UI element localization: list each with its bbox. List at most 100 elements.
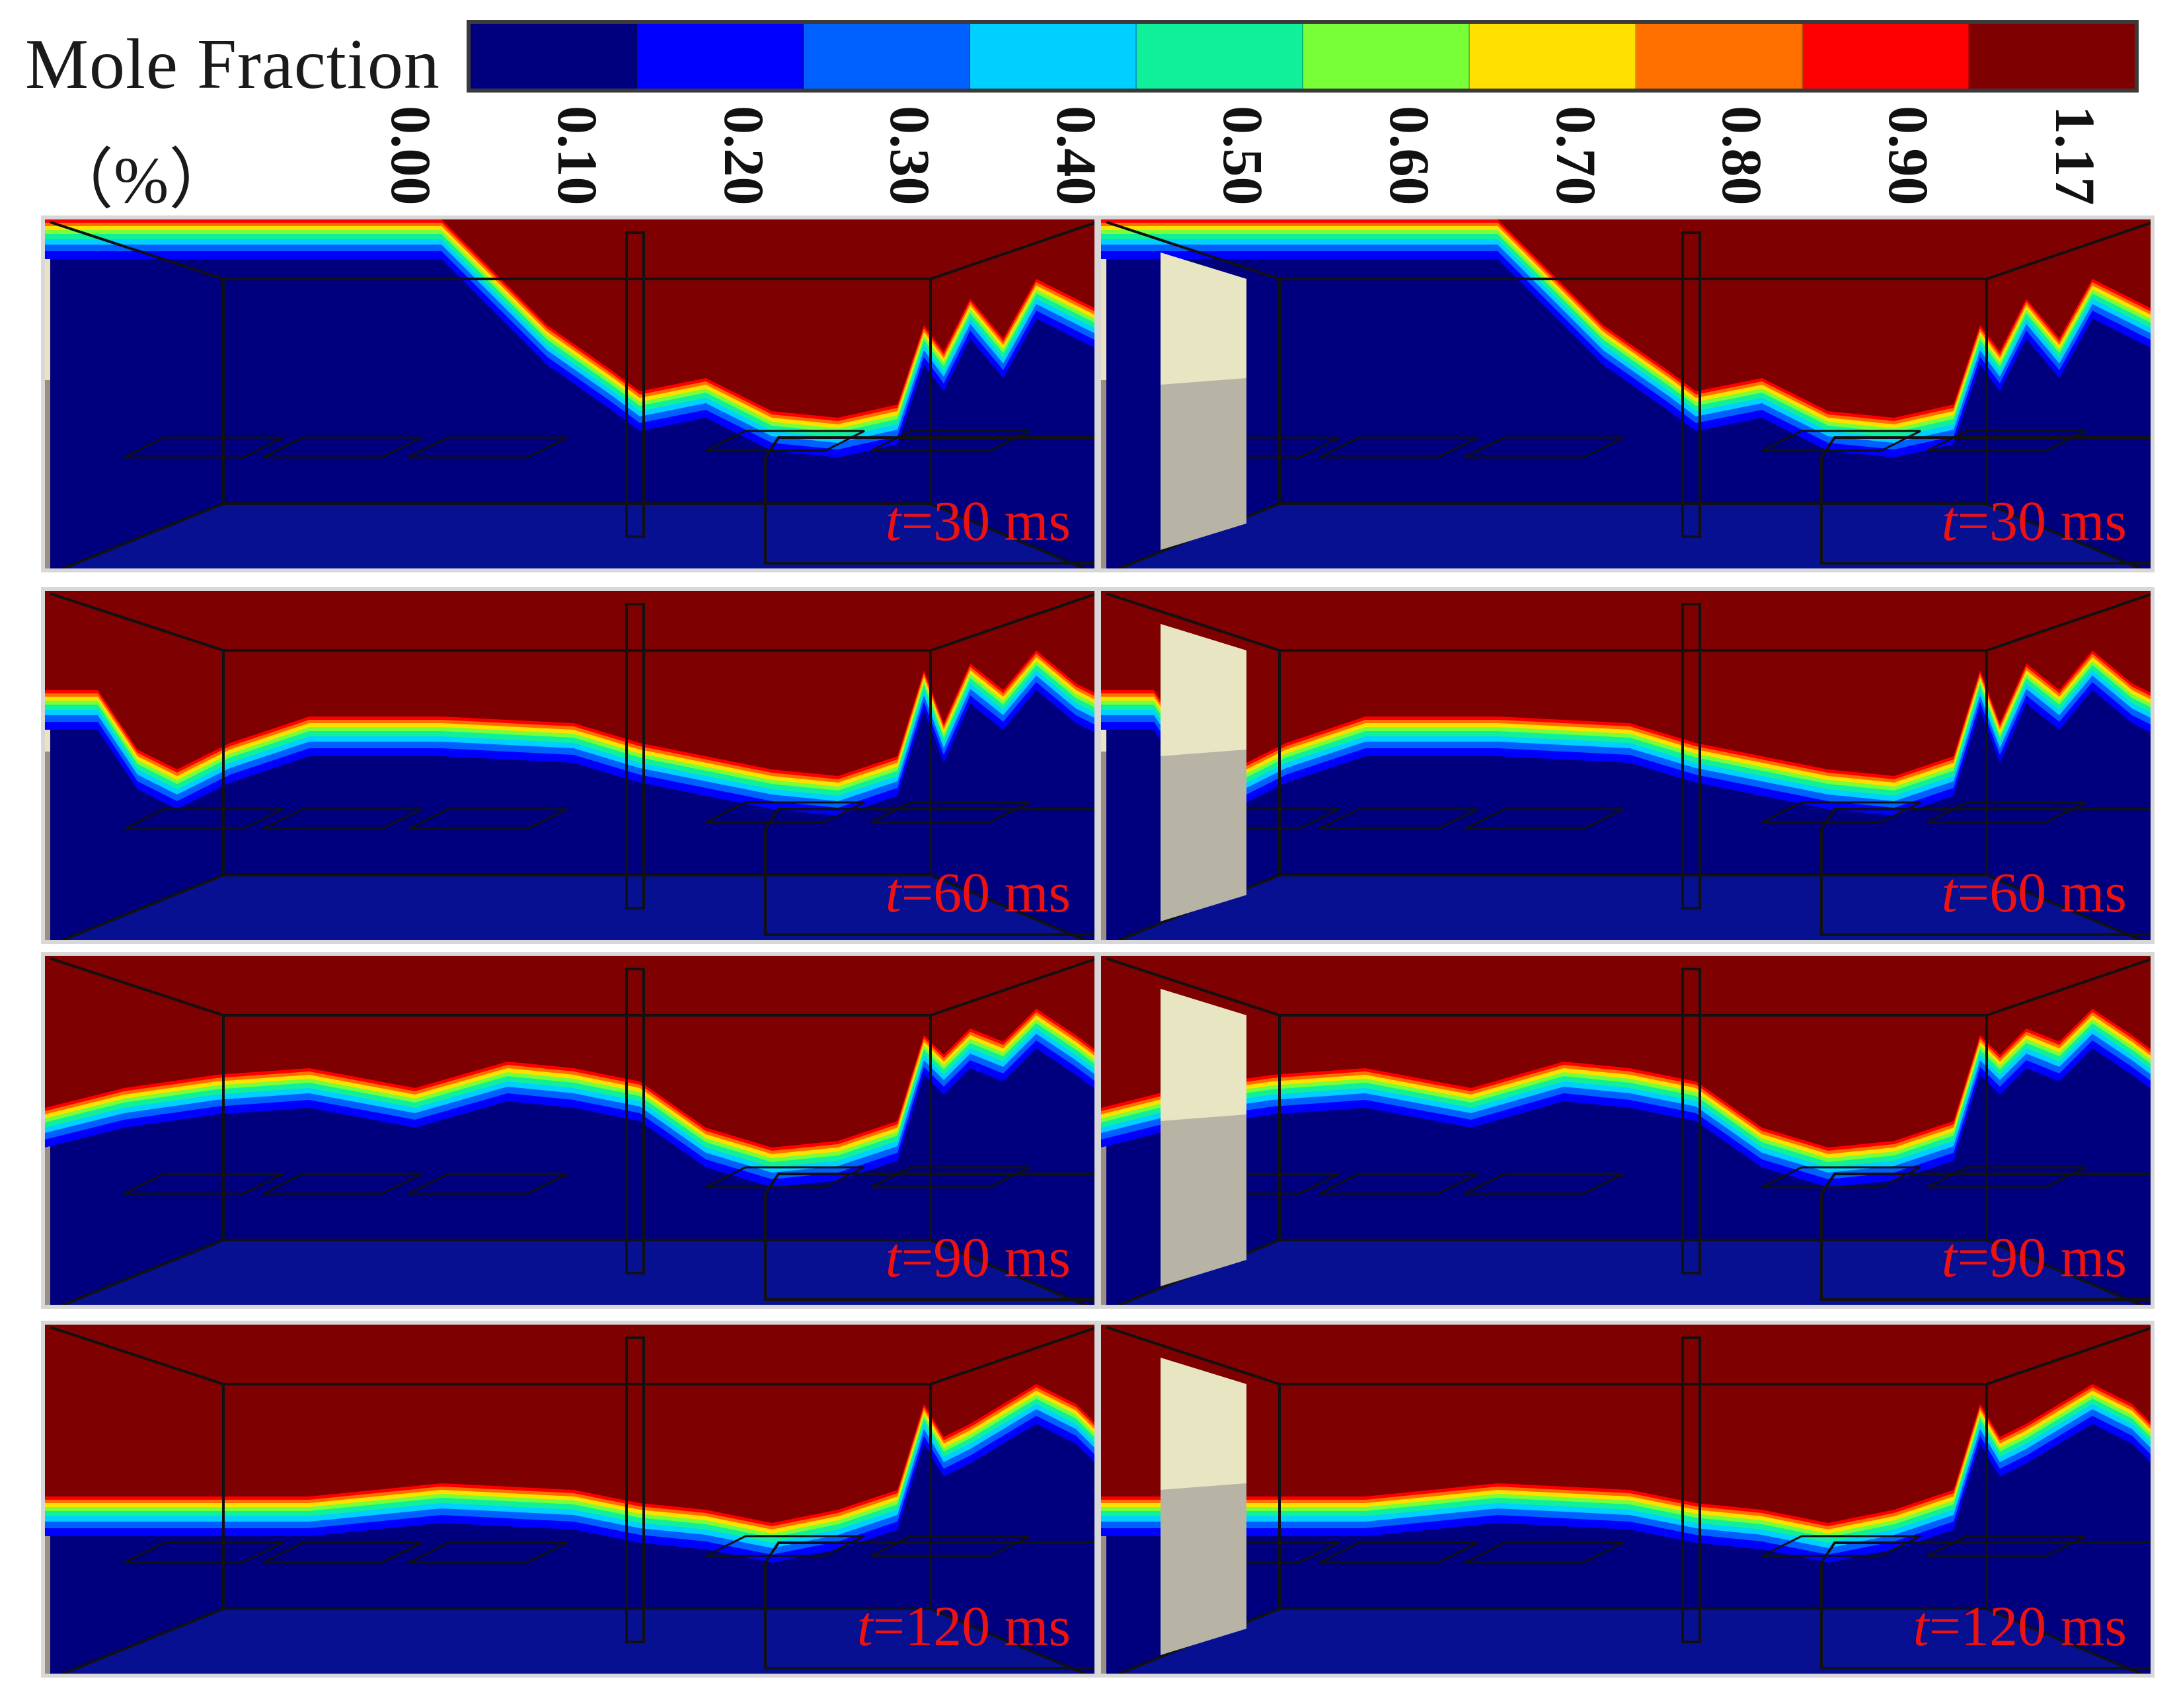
concentration-band	[1101, 956, 2151, 1147]
colorbar-tick-label: 0.70	[1544, 106, 1608, 206]
colorbar-segment	[804, 24, 970, 89]
time-variable: t	[1941, 1225, 1958, 1289]
partition-wall	[1681, 603, 1701, 910]
room-floor	[1119, 875, 2141, 940]
time-value: =30 ms	[901, 489, 1071, 553]
colorbar-segment	[637, 24, 804, 89]
wireframe-edge	[50, 221, 224, 280]
contour-field	[1101, 591, 2151, 940]
wireframe-edge	[1106, 592, 1280, 652]
room-floor	[1119, 504, 2141, 568]
colorbar-segment	[970, 24, 1137, 89]
foreground-box	[764, 1541, 1094, 1670]
concentration-band	[45, 219, 1094, 418]
concentration-band	[45, 956, 1094, 1147]
wireframe-back-wall	[222, 649, 932, 876]
simulation-panel: t=30 ms	[1097, 215, 2155, 572]
wireframe-back-wall	[1278, 649, 1988, 876]
wireframe-edge	[1106, 1326, 1280, 1385]
table	[408, 436, 568, 459]
time-variable: t	[1913, 1594, 1929, 1658]
contour-field	[1101, 1325, 2151, 1674]
table	[408, 1173, 568, 1195]
colorbar-segment	[471, 24, 637, 89]
partition-wall	[1681, 1337, 1701, 1643]
colorbar-tick-label: 0.00	[379, 106, 443, 206]
table	[408, 1541, 568, 1564]
foreground-box	[1820, 1541, 2151, 1670]
colorbar-tick-label: 0.90	[1877, 106, 1941, 206]
time-variable: t	[857, 1594, 873, 1658]
wireframe-edge	[50, 1326, 224, 1385]
wireframe-edge	[930, 221, 1094, 280]
table	[1464, 436, 1624, 459]
door-opening-sky	[1161, 1358, 1246, 1490]
colorbar-segment	[1969, 24, 2135, 89]
time-value: =120 ms	[872, 1594, 1071, 1658]
legend-unit: （%）	[48, 143, 235, 217]
time-label: t=120 ms	[857, 1593, 1071, 1659]
table	[1464, 1541, 1624, 1564]
simulation-panel: t=90 ms	[41, 952, 1098, 1309]
colorbar-segment	[1470, 24, 1636, 89]
colorbar-tick-label: 0.40	[1045, 106, 1109, 206]
colorbar-segment	[1137, 24, 1303, 89]
time-label: t=120 ms	[1913, 1593, 2127, 1659]
table	[1318, 808, 1478, 830]
concentration-band	[45, 1325, 1094, 1523]
colorbar-tick-label: 0.10	[545, 106, 609, 206]
simulation-panel: t=60 ms	[41, 587, 1098, 944]
partition-wall	[625, 1337, 645, 1643]
table	[124, 436, 284, 459]
wireframe-back-wall	[1278, 278, 1988, 505]
table	[124, 1173, 284, 1195]
contour-field	[1101, 219, 2151, 568]
foreground-box	[764, 436, 1094, 564]
room-floor	[63, 875, 1085, 940]
wireframe-edge	[59, 1239, 224, 1305]
table	[1761, 1166, 1921, 1188]
foreground-box	[1820, 1173, 2151, 1301]
colorbar-tick-label: 0.20	[712, 106, 776, 206]
table	[1318, 1541, 1478, 1564]
wireframe-back-wall	[222, 278, 932, 505]
simulation-panel: t=120 ms	[41, 1321, 1098, 1678]
foreground-box	[764, 1173, 1094, 1301]
wireframe-edge	[930, 1327, 1094, 1385]
wireframe-back-wall	[1278, 1383, 1988, 1610]
wireframe-edge	[59, 1608, 224, 1674]
time-variable: t	[885, 489, 901, 553]
colorbar-tick-label: 0.60	[1377, 106, 1441, 206]
foreground-box	[1820, 436, 2151, 564]
door-opening-sky	[1161, 624, 1246, 756]
room-floor	[63, 1609, 1085, 1674]
colorbar-segment	[1803, 24, 1969, 89]
time-value: =90 ms	[1957, 1225, 2127, 1289]
concentration-band	[45, 591, 1094, 776]
contour-field	[45, 591, 1094, 940]
table	[1318, 1173, 1478, 1195]
time-value: =60 ms	[1957, 861, 2127, 924]
colorbar	[467, 20, 2139, 93]
contour-field	[45, 956, 1094, 1305]
table	[705, 1535, 865, 1557]
table	[1318, 436, 1478, 459]
time-variable: t	[1941, 489, 1958, 553]
simulation-panel: t=90 ms	[1097, 952, 2155, 1309]
concentration-band	[1101, 1325, 2151, 1523]
contour-field	[45, 219, 1094, 568]
concentration-band	[1101, 219, 2151, 418]
wireframe-edge	[59, 874, 224, 940]
table	[1761, 430, 1921, 452]
time-variable: t	[1941, 861, 1958, 924]
time-variable: t	[885, 861, 901, 924]
wireframe-edge	[930, 593, 1094, 652]
table	[408, 808, 568, 830]
contour-field	[45, 1325, 1094, 1674]
table	[705, 1166, 865, 1188]
table	[1761, 801, 1921, 824]
wireframe-edge	[930, 958, 1094, 1017]
partition-wall	[625, 231, 645, 538]
foreground-box	[1820, 808, 2151, 936]
table	[262, 808, 422, 830]
